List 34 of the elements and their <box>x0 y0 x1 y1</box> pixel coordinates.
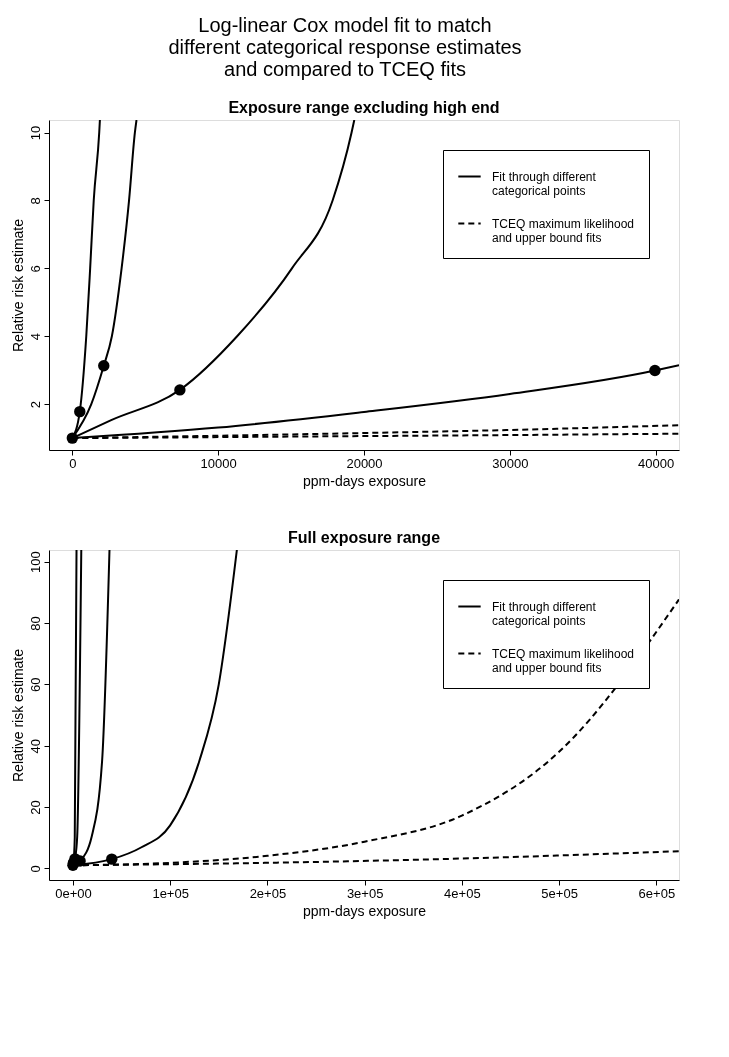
x-tick-label: 5e+05 <box>541 885 578 901</box>
legend-label: Fit through different categorical points <box>492 599 597 628</box>
y-axis-title: Relative risk estimate <box>9 218 26 353</box>
x-tick-label: 10000 <box>200 455 237 471</box>
y-tick-label: 40 <box>27 738 43 754</box>
chart-title: Full exposure range <box>287 529 441 546</box>
x-tick-label: 0 <box>69 455 77 471</box>
x-tick-label: 30000 <box>492 455 529 471</box>
y-tick-label: 10 <box>27 125 43 141</box>
y-tick-label: 100 <box>27 551 43 574</box>
legend-label: Fit through different categorical points <box>492 169 597 198</box>
x-tick-label: 6e+05 <box>638 885 676 901</box>
x-tick-label: 2e+05 <box>249 885 287 901</box>
y-tick-label: 8 <box>27 197 43 205</box>
chart-subtitle: Exposure range excluding high end <box>228 99 500 116</box>
y-tick-label: 20 <box>27 800 43 815</box>
legend-label: TCEQ maximum likelihood and upper bound fits <box>492 216 635 245</box>
x-tick-label: 1e+05 <box>152 885 189 901</box>
y-axis-title: Relative risk estimate <box>9 648 26 783</box>
x-tick-label: 3e+05 <box>346 885 384 901</box>
y-tick-label: 6 <box>27 265 43 273</box>
x-tick-label: 0e+00 <box>55 885 92 901</box>
x-tick-label: 4e+05 <box>444 885 481 901</box>
y-tick-label: 60 <box>27 677 43 693</box>
x-tick-label: 40000 <box>638 455 675 471</box>
x-axis-title: ppm-days exposure <box>303 902 427 919</box>
x-axis-title: ppm-days exposure <box>303 472 427 489</box>
y-tick-label: 80 <box>27 616 43 631</box>
x-tick-label: 20000 <box>346 455 383 471</box>
y-tick-label: 2 <box>27 401 43 409</box>
legend-label: TCEQ maximum likelihood and upper bound fits <box>492 646 635 675</box>
chart-title: Log-linear Cox model fit to match different categorical response estimates and compared to TCEQ fits <box>168 13 522 80</box>
y-tick-label: 0 <box>27 865 43 873</box>
y-tick-label: 4 <box>27 333 43 341</box>
